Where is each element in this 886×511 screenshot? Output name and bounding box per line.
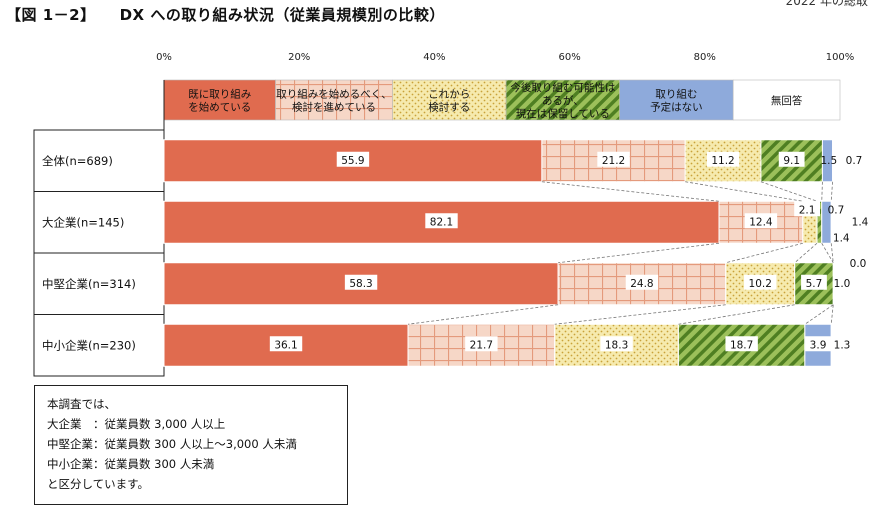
data-label: 0.7 (846, 155, 863, 167)
data-label: 9.1 (783, 155, 800, 167)
x-tick-label: 0% (156, 52, 172, 63)
data-label-box (805, 336, 831, 352)
category-label: 全体(n=689) (42, 154, 113, 168)
connector-line (685, 181, 803, 202)
data-label-box (778, 151, 805, 167)
note-line-2: 大企業 ：従業員数 3,000 人以上 (47, 417, 226, 431)
bar-segment (407, 323, 556, 367)
connector-line (830, 181, 833, 202)
connector-line (554, 304, 726, 325)
x-tick-label: 40% (423, 52, 445, 63)
connector-line (558, 242, 720, 264)
data-label: 21.2 (602, 155, 625, 167)
data-label: 24.8 (630, 278, 653, 290)
bar-segment (832, 139, 838, 183)
data-label: 11.2 (711, 155, 734, 167)
x-tick-label: 20% (288, 52, 310, 63)
data-label: 1.4 (852, 216, 869, 228)
figure-title-text: DX への取り組み状況（従業員規模別の比較） (119, 6, 445, 24)
legend-swatch (275, 79, 393, 121)
note-line-3: 中堅企業：従業員数 300 人以上～3,000 人未満 (47, 437, 297, 451)
data-label-box (600, 336, 633, 352)
bar-segment (830, 200, 842, 244)
data-label-box (425, 213, 458, 229)
connector-line (407, 304, 559, 325)
connector-line (830, 243, 834, 263)
note-line-1: 本調査では、 (47, 397, 116, 411)
data-label: 18.7 (730, 339, 753, 351)
category-label: 中小企業(n=230) (42, 338, 136, 352)
bar-segment (541, 139, 686, 183)
data-label-box (269, 336, 303, 352)
note-box: 本調査では、 大企業 ：従業員数 3,000 人以上 中堅企業：従業員数 300… (34, 385, 348, 505)
legend-swatch (619, 79, 734, 121)
bar-segment (832, 262, 841, 306)
connector-line (794, 242, 818, 264)
data-label: 18.3 (605, 339, 628, 351)
legend-label: 取り組む予定はない (650, 88, 703, 114)
data-label: 2.1 (799, 204, 816, 216)
x-tick-label: 100% (826, 52, 855, 63)
bar-segment (830, 323, 841, 367)
connector-line (541, 181, 720, 202)
legend-swatch (732, 79, 841, 121)
data-label-box (344, 274, 378, 290)
category-label: 大企業(n=145) (42, 215, 124, 229)
legend-label: これから検討する (428, 89, 470, 114)
data-label-box (794, 201, 820, 217)
data-label: 1.5 (821, 155, 838, 167)
data-label: 58.3 (349, 278, 372, 290)
legend-label: 無回答 (771, 94, 803, 107)
data-label: 82.1 (430, 216, 453, 228)
data-label-box (706, 151, 740, 167)
note-line-5: と区分しています。 (47, 477, 150, 491)
legend-label: 取り組みを始めるべく、検討を進めている (276, 88, 392, 114)
data-label: 55.9 (341, 155, 364, 167)
legend-label: 既に取り組みを始めている (188, 88, 251, 114)
data-label-box (744, 213, 778, 229)
connector-line (821, 243, 834, 263)
source-note: 2022 年の総取 (785, 0, 868, 8)
data-label-box (597, 151, 630, 167)
data-label-box (336, 151, 370, 167)
data-label-box (744, 274, 777, 290)
figure-title: 【図 1－2】 DX への取り組み状況（従業員規模別の比較） (6, 4, 445, 25)
legend-swatch (163, 79, 276, 121)
data-label: 10.2 (749, 278, 772, 290)
figure-number: 【図 1－2】 (6, 6, 96, 24)
data-label: 3.9 (810, 339, 827, 351)
data-label: 36.1 (274, 339, 297, 351)
x-tick-label: 80% (694, 52, 716, 63)
legend-swatch (505, 79, 620, 121)
data-label: 1.0 (834, 278, 851, 290)
data-label-box (465, 336, 498, 352)
data-label-box (725, 336, 758, 352)
data-label: 0.0 (850, 258, 867, 270)
connector-line (760, 181, 818, 202)
data-label-box (801, 274, 827, 290)
connector-line (821, 181, 823, 202)
data-label: 5.7 (806, 278, 823, 290)
connector-line (830, 304, 834, 325)
data-label: 0.7 (828, 204, 845, 216)
data-label: 21.7 (470, 339, 493, 351)
data-label: 1.4 (833, 232, 850, 244)
data-label-box (625, 274, 659, 290)
note-line-4: 中小企業：従業員数 300 人未満 (47, 457, 215, 471)
data-label: 1.3 (834, 339, 851, 351)
connector-line (725, 242, 803, 264)
data-label: 12.4 (749, 216, 773, 228)
x-tick-label: 60% (558, 52, 580, 63)
connector-line (804, 304, 834, 325)
category-label: 中堅企業(n=314) (42, 277, 136, 291)
legend-label: 今後取り組む可能性はあるが、現在は保留している (510, 81, 615, 120)
connector-line (678, 304, 795, 325)
